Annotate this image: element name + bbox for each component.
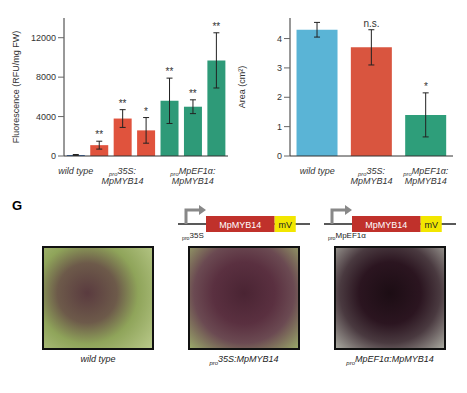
- svg-text:proMpEF1α: proMpEF1α: [328, 231, 366, 241]
- svg-text:2: 2: [277, 92, 282, 102]
- svg-text:4: 4: [277, 34, 282, 44]
- svg-text:12000: 12000: [31, 33, 56, 43]
- svg-text:MpMYB14: MpMYB14: [102, 176, 144, 186]
- svg-text:**: **: [166, 66, 174, 77]
- svg-text:mV: mV: [278, 220, 292, 230]
- svg-text:Area (cm²): Area (cm²): [237, 66, 247, 109]
- svg-text:8000: 8000: [36, 72, 56, 82]
- svg-text:MpMYB14: MpMYB14: [365, 220, 407, 230]
- svg-text:MpMYB14: MpMYB14: [405, 176, 447, 186]
- svg-text:MpMYB14: MpMYB14: [172, 176, 214, 186]
- svg-text:4000: 4000: [36, 112, 56, 122]
- svg-text:3: 3: [277, 63, 282, 73]
- svg-text:wild type: wild type: [300, 166, 335, 176]
- svg-text:*: *: [144, 106, 148, 117]
- svg-text:pro35S: pro35S: [182, 231, 204, 241]
- svg-text:proMpEF1α:: proMpEF1α:: [403, 166, 449, 177]
- svg-text:0: 0: [51, 151, 56, 161]
- svg-text:1: 1: [277, 122, 282, 132]
- svg-text:n.s.: n.s.: [363, 18, 379, 29]
- svg-text:wild type: wild type: [58, 166, 93, 176]
- svg-text:MpMYB14: MpMYB14: [350, 176, 392, 186]
- html-text:wild type: wild type: [80, 354, 116, 364]
- svg-text:Fluorescence (RFU/mg FW): Fluorescence (RFU/mg FW): [11, 31, 21, 144]
- svg-text:**: **: [189, 88, 197, 99]
- svg-text:0: 0: [277, 151, 282, 161]
- html-text:G: G: [12, 198, 23, 213]
- svg-text:*: *: [424, 81, 428, 92]
- html-text:pro35S:MpMYB14: pro35S:MpMYB14: [209, 354, 279, 366]
- svg-text:**: **: [212, 21, 220, 32]
- svg-text:**: **: [119, 98, 127, 109]
- svg-text:**: **: [95, 129, 103, 140]
- svg-text:pro35S:: pro35S:: [109, 166, 137, 177]
- svg-text:proMpEF1α:: proMpEF1α:: [170, 166, 216, 177]
- html-text:proMpEF1α:MpMYB14: proMpEF1α:MpMYB14: [346, 354, 434, 366]
- svg-text:mV: mV: [424, 220, 438, 230]
- svg-text:MpMYB14: MpMYB14: [219, 220, 261, 230]
- svg-text:pro35S:: pro35S:: [358, 166, 385, 177]
